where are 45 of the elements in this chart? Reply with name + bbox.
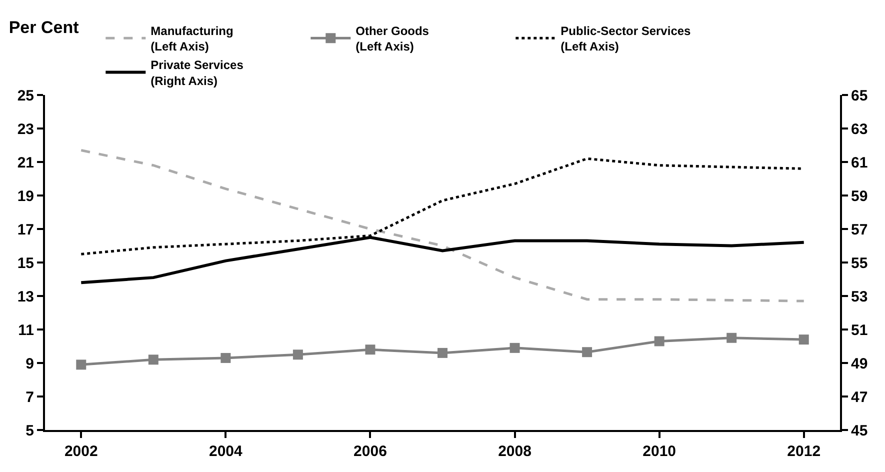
chart-title: Per Cent xyxy=(8,18,80,38)
y-tick-label: 5 xyxy=(26,422,34,440)
y-tick-label: 21 xyxy=(17,154,34,172)
y2-tick-label: 51 xyxy=(851,322,868,339)
y2-tick-label: 63 xyxy=(851,120,868,138)
point xyxy=(76,360,86,370)
y2-tick-label: 53 xyxy=(851,288,868,306)
line-series xyxy=(80,149,806,302)
x-tick-label: 2004 xyxy=(208,443,244,460)
point xyxy=(438,348,448,358)
y2-tick-label: 49 xyxy=(851,355,868,372)
y2-tick-label: 55 xyxy=(851,254,868,272)
point xyxy=(365,344,376,355)
y-tick-label: 9 xyxy=(26,355,34,372)
y-tick-label: 15 xyxy=(17,254,34,272)
point xyxy=(292,350,303,360)
point xyxy=(654,336,664,346)
y2-tick-label: 47 xyxy=(851,388,868,406)
y-tick-label: 19 xyxy=(17,188,34,205)
y2-tick-label: 57 xyxy=(851,221,868,238)
point xyxy=(510,342,520,353)
point xyxy=(582,347,592,358)
x-tick-label: 2002 xyxy=(64,443,98,460)
legend-label: Other Goods (Left Axis) xyxy=(356,24,430,54)
y-tick-label: 25 xyxy=(17,87,34,104)
y2-tick-label: 59 xyxy=(851,188,868,205)
x-tick-label: 2010 xyxy=(642,443,676,460)
point xyxy=(220,352,231,363)
point xyxy=(798,334,809,345)
x-tick-label: 2012 xyxy=(787,443,821,460)
legend-label: Manufacturing (Left Axis) xyxy=(150,24,234,54)
y-tick-label: 7 xyxy=(26,388,34,406)
x-tick-label: 2008 xyxy=(498,443,532,460)
y-tick-label: 23 xyxy=(17,120,34,138)
y-tick-label: 11 xyxy=(18,322,34,339)
y-tick-label: 13 xyxy=(17,288,34,306)
y2-tick-label: 45 xyxy=(851,422,868,440)
y2-tick-label: 65 xyxy=(851,87,868,104)
y-tick-label: 17 xyxy=(17,221,34,238)
x-tick-label: 2006 xyxy=(354,443,387,460)
legend-label: Private Services (Right Axis) xyxy=(150,58,244,88)
y2-tick-label: 61 xyxy=(851,154,868,172)
legend-label: Public-Sector Services (Left Axis) xyxy=(560,24,692,54)
point xyxy=(726,332,737,343)
point xyxy=(148,354,158,365)
